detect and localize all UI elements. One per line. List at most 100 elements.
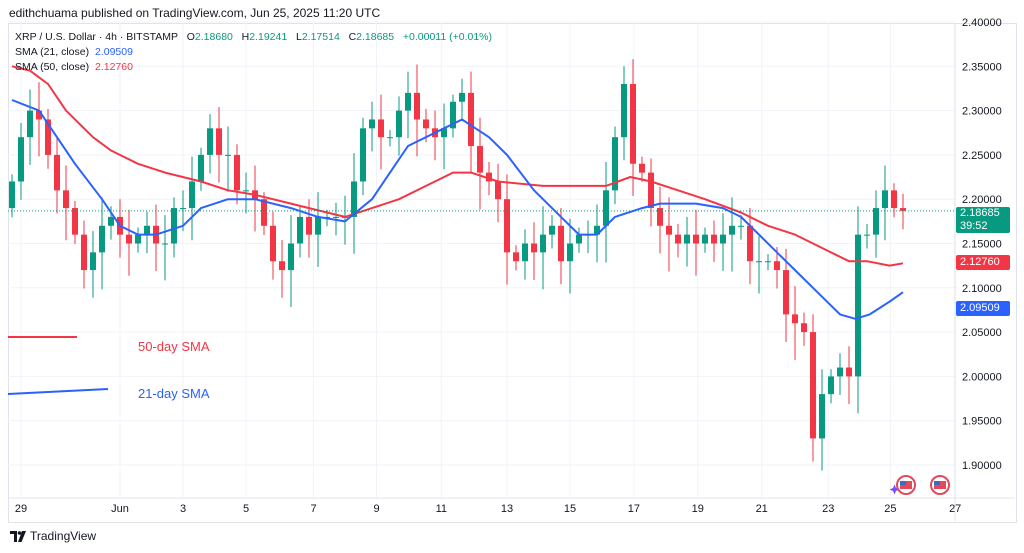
symbol-label[interactable]: XRP / U.S. Dollar · 4h · BITSTAMP [15,31,178,43]
candle-down [468,92,474,147]
candle-up [369,119,375,129]
candle-down [675,234,681,244]
candle-down [810,332,816,439]
publisher-credit: edithchuama published on TradingView.com… [9,6,381,20]
candle-down [513,252,519,262]
candle-up [837,367,843,377]
candle-down [747,225,753,262]
sma50-row[interactable]: SMA (50, close) 2.12760 [15,60,492,75]
candle-down [639,163,645,173]
x-tick-label: 7 [310,503,316,515]
candle-up [171,208,177,244]
candle-up [315,216,321,235]
candle-down [81,234,87,271]
y-tick-label: 2.40000 [962,17,1002,29]
candle-down [63,190,69,209]
bar-countdown: 39:52 [960,220,988,232]
candle-up [522,243,528,262]
candle-up [567,243,573,262]
candle-down [648,172,654,209]
candle-down [693,234,699,244]
candle-down [414,92,420,120]
candle-up [819,394,825,439]
candle-up [99,225,105,253]
candle-up [864,234,870,236]
candle-down [792,314,798,324]
candle-up [180,208,186,210]
sma21-row[interactable]: SMA (21, close) 2.09509 [15,45,492,60]
moving-averages [11,65,904,320]
candle-up [594,225,600,235]
candle-up [612,137,618,191]
sma50-line [11,65,904,267]
x-tick-label: 13 [501,503,513,515]
candle-up [333,216,339,218]
candle-up [459,92,465,102]
x-tick-label: 5 [243,503,249,515]
candles [9,59,906,471]
candle-up [243,190,249,192]
candle-up [297,216,303,244]
sma50-annotation: 50-day SMA [138,339,210,354]
sma50-label: SMA (50, close) [15,61,90,73]
axes: 2.40000 2.35000 2.30000 2.25000 2.20000 2.150… [8,17,1015,521]
candle-up [288,243,294,271]
candle-down [54,154,60,191]
candle-up [855,234,861,377]
candle-up [603,190,609,226]
candle-up [882,190,888,209]
candle-down [495,181,501,200]
candle-down [630,84,636,164]
candle-down [558,225,564,262]
candle-up [351,181,357,217]
candle-down [711,234,717,244]
candle-down [45,119,51,155]
last-price-tag: 2.18685 39:52 [956,207,1010,233]
candle-down [783,270,789,315]
logo-text: TradingView [30,529,97,543]
y-tick-label: 2.30000 [962,106,1002,118]
candle-down [270,225,276,262]
candle-down [531,243,537,253]
tradingview-logo[interactable]: TradingView [10,529,96,543]
tradingview-logo-icon [10,530,26,542]
y-tick-label: 2.15000 [962,239,1002,251]
low-value: 2.17514 [301,31,340,43]
candle-up [90,252,96,271]
open-label: O [186,31,195,43]
candle-up [702,234,708,244]
candle-up [135,234,141,244]
high-value: 2.19241 [249,31,288,43]
candle-down [216,128,222,155]
chart-frame [8,23,1017,523]
event-flag-icon[interactable] [889,475,916,495]
candle-down [801,323,807,333]
x-tick-label: 25 [884,503,896,515]
grid [8,21,956,498]
candle-down [900,208,906,211]
x-tick-label: 23 [822,503,834,515]
candle-up [9,181,15,209]
candle-down [657,208,663,226]
y-tick-label: 2.05000 [962,327,1002,339]
candle-up [360,128,366,182]
event-flag-icon[interactable] [930,475,950,495]
y-tick-label: 2.10000 [962,283,1002,295]
candle-up [549,225,555,235]
close-label: C [348,31,357,43]
candle-up [684,234,690,244]
y-tick-label: 2.20000 [962,194,1002,206]
candle-down [774,261,780,271]
low-label: L [295,31,302,43]
candle-up [576,234,582,244]
candle-down [486,172,492,182]
candle-down [846,367,852,377]
x-tick-label: 3 [180,503,186,515]
change-value: +0.00011 (+0.01%) [402,31,493,43]
sma21-line [11,99,904,320]
candle-up [198,154,204,182]
candle-up [738,225,744,227]
y-tick-label: 1.95000 [962,416,1002,428]
candle-down [891,190,897,209]
